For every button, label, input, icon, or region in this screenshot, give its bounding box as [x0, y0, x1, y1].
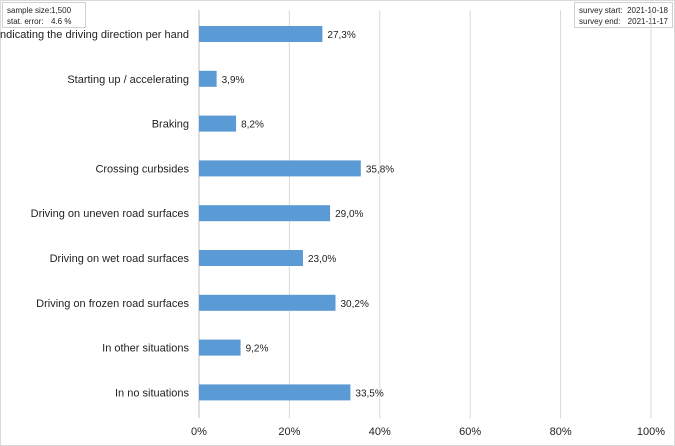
- x-tick-label: 100%: [637, 426, 665, 438]
- stat-error-value: 4.6 %: [51, 17, 72, 26]
- x-tick-label: 80%: [550, 426, 572, 438]
- bar: [199, 160, 361, 177]
- data-label: 9,2%: [246, 344, 269, 355]
- category-label: Crossing curbsides: [95, 163, 189, 175]
- x-tick-label: 60%: [459, 426, 481, 438]
- category-label: Driving on uneven road surfaces: [31, 208, 190, 220]
- bar: [199, 115, 237, 132]
- category-label: Driving on wet road surfaces: [50, 253, 190, 265]
- sample-size-label: sample size:: [7, 6, 52, 15]
- sample-info-box: sample size: 1,500 stat. error: 4.6 %: [2, 2, 86, 28]
- category-label: Indicating the driving direction per han…: [0, 29, 189, 41]
- category-label: Starting up / accelerating: [67, 74, 189, 86]
- data-label: 3,9%: [222, 75, 245, 86]
- category-label: In other situations: [102, 343, 189, 355]
- survey-end-label: survey end:: [579, 17, 621, 26]
- x-tick-label: 0%: [191, 426, 207, 438]
- category-label: In no situations: [115, 387, 189, 399]
- bar: [199, 339, 241, 356]
- survey-info-box: survey start: 2021-10-18 survey end: 202…: [574, 2, 673, 28]
- data-label: 23,0%: [308, 254, 336, 265]
- data-label: 27,3%: [327, 30, 355, 41]
- survey-end-value: 2021-11-17: [627, 17, 668, 26]
- x-tick-label: 40%: [369, 426, 391, 438]
- data-label: 30,2%: [341, 299, 369, 310]
- data-label: 8,2%: [241, 120, 264, 131]
- sample-size-value: 1,500: [51, 6, 72, 15]
- bar: [199, 384, 351, 401]
- bar: [199, 70, 217, 87]
- stat-error-label: stat. error:: [7, 17, 44, 26]
- bar: [199, 26, 323, 42]
- survey-start-value: 2021-10-18: [627, 6, 668, 15]
- bar: [199, 294, 336, 311]
- bar: [199, 250, 303, 266]
- x-tick-label: 20%: [278, 426, 300, 438]
- data-label: 29,0%: [335, 209, 363, 220]
- category-label: Braking: [152, 119, 189, 131]
- category-label: Driving on frozen road surfaces: [36, 298, 189, 310]
- data-label: 33,5%: [355, 388, 383, 399]
- survey-start-label: survey start:: [579, 6, 623, 15]
- bar: [199, 205, 331, 222]
- data-label: 35,8%: [366, 164, 394, 175]
